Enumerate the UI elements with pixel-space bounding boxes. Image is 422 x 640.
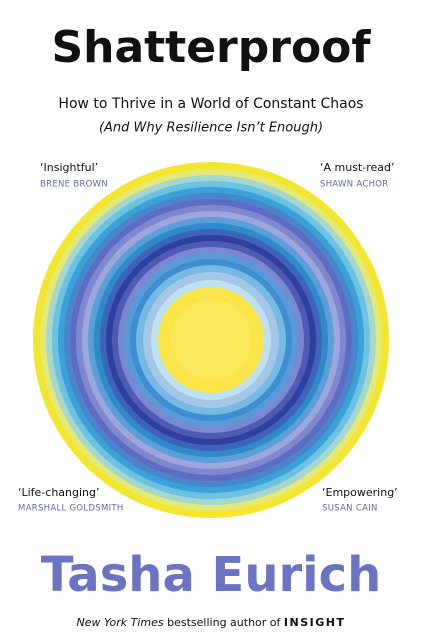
tagline: New York Times bestselling author of INS…: [77, 616, 346, 629]
subtitle-note: (And Why Resilience Isn’t Enough): [99, 121, 323, 136]
quote: ‘Life-changing’: [18, 486, 100, 499]
author: Tasha Eurich: [41, 547, 382, 603]
tagline-text: bestselling author of: [167, 616, 281, 629]
concentric-circles: [33, 162, 389, 518]
quote-source: SUSAN CAIN: [322, 504, 378, 514]
title: Shatterproof: [51, 22, 371, 73]
quote-source: SHAWN ACHOR: [320, 180, 389, 190]
quote: ‘A must-read’: [320, 161, 395, 174]
tagline-book: INSIGHT: [284, 616, 346, 629]
tagline-publication: New York Times: [77, 616, 164, 629]
quote-source: MARSHALL GOLDSMITH: [18, 504, 124, 514]
quote: ‘Empowering’: [322, 486, 398, 499]
quote-source: BRENÉ BROWN: [40, 178, 108, 190]
quote: ‘Insightful’: [40, 161, 98, 174]
subtitle: How to Thrive in a World of Constant Cha…: [58, 96, 363, 112]
